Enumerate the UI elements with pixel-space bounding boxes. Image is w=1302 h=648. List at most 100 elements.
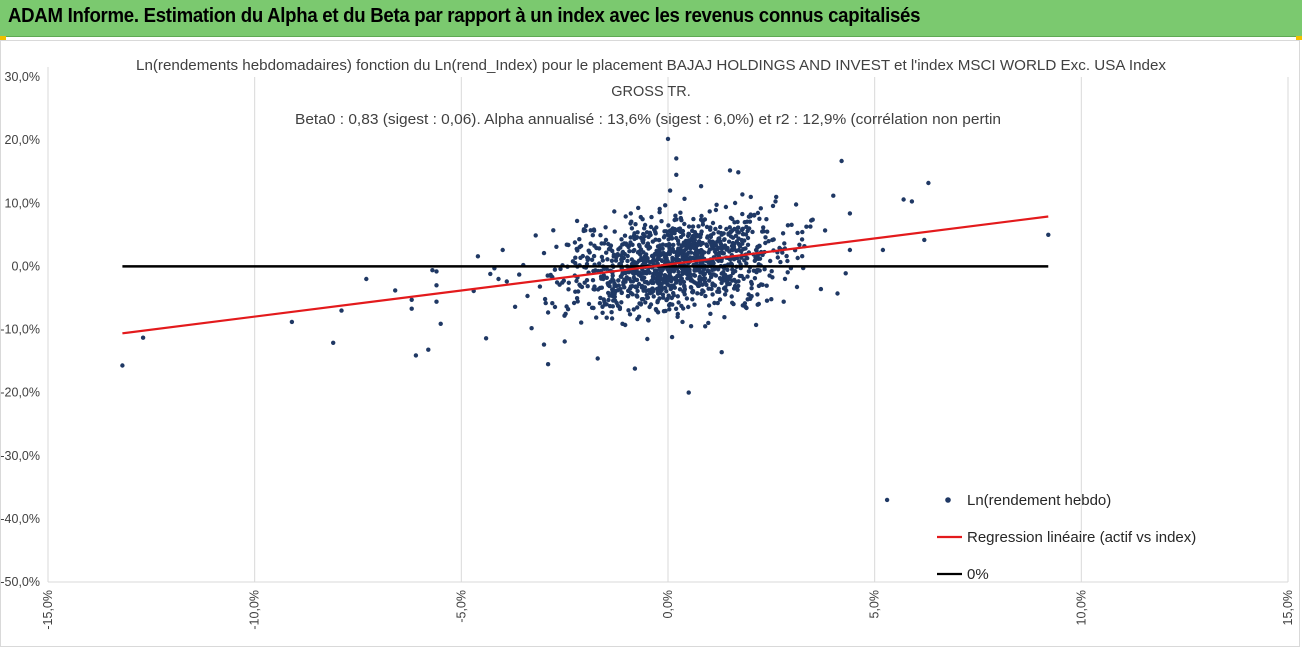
x-tick-label: 5,0%	[868, 590, 882, 619]
data-point	[770, 275, 775, 280]
data-point	[706, 278, 712, 283]
data-point	[676, 273, 681, 278]
data-point	[745, 256, 750, 261]
data-point	[525, 293, 530, 299]
data-point	[785, 258, 790, 264]
data-point	[719, 350, 724, 355]
data-point	[781, 299, 786, 304]
data-point	[120, 363, 125, 368]
data-point	[758, 206, 763, 211]
data-point	[706, 320, 711, 326]
data-point	[682, 287, 687, 293]
data-point	[769, 297, 774, 302]
data-point	[695, 250, 700, 255]
data-point	[674, 235, 679, 241]
y-tick-label: 30,0%	[5, 70, 40, 84]
data-point	[719, 250, 725, 255]
data-point	[603, 225, 608, 230]
data-point	[625, 294, 631, 299]
data-point	[650, 277, 655, 282]
data-point	[710, 220, 716, 226]
data-point	[627, 249, 632, 254]
data-point	[673, 277, 678, 282]
data-point	[586, 301, 592, 307]
data-point	[782, 241, 787, 246]
data-point	[647, 270, 652, 275]
data-point	[646, 244, 651, 249]
data-point	[289, 319, 295, 325]
data-point	[682, 284, 687, 289]
report-header: ADAM Informe. Estimation du Alpha et du …	[0, 0, 1302, 37]
data-point	[754, 248, 759, 253]
data-point	[778, 259, 783, 265]
data-point	[771, 237, 776, 242]
data-point	[662, 273, 668, 278]
data-point	[610, 276, 615, 282]
data-point	[734, 248, 739, 253]
data-point	[700, 282, 705, 287]
data-point	[700, 250, 706, 255]
data-point	[642, 222, 648, 228]
data-point	[724, 226, 729, 232]
data-point	[592, 243, 597, 248]
data-point	[719, 232, 724, 237]
data-point	[715, 252, 720, 257]
data-point	[599, 254, 605, 260]
report-title: ADAM Informe. Estimation du Alpha et du …	[8, 5, 921, 27]
data-point	[733, 269, 738, 274]
data-point	[1046, 232, 1051, 237]
data-point	[723, 285, 728, 290]
data-point	[606, 282, 611, 288]
data-point	[602, 302, 607, 307]
data-point	[642, 233, 647, 239]
data-point	[663, 258, 668, 264]
data-point	[789, 222, 794, 227]
data-point	[542, 296, 548, 302]
data-point	[760, 282, 765, 287]
data-point	[719, 280, 724, 286]
data-point	[726, 239, 732, 244]
data-point	[658, 284, 663, 289]
data-point	[607, 245, 613, 251]
data-point	[688, 278, 693, 283]
data-point	[636, 205, 641, 211]
data-point	[574, 218, 580, 224]
data-point	[677, 287, 683, 292]
data-point	[785, 223, 791, 228]
data-point	[599, 285, 604, 290]
data-point	[706, 286, 711, 291]
data-point	[625, 253, 630, 259]
data-point	[706, 303, 712, 308]
data-point	[746, 269, 752, 274]
data-point	[728, 261, 734, 266]
data-point	[666, 293, 671, 298]
data-point	[701, 266, 707, 272]
data-point	[646, 318, 651, 323]
data-point	[558, 266, 563, 272]
data-point	[475, 254, 481, 259]
data-point	[587, 250, 592, 255]
data-point	[682, 196, 687, 201]
data-point	[749, 279, 754, 285]
data-point	[545, 310, 551, 315]
data-point	[632, 231, 637, 236]
data-point	[573, 289, 578, 294]
data-point	[708, 311, 713, 316]
data-point	[660, 292, 666, 297]
data-point	[577, 237, 582, 242]
data-point	[785, 270, 790, 275]
data-point	[631, 307, 636, 312]
data-point	[619, 257, 624, 262]
data-point	[409, 297, 414, 302]
data-point	[611, 298, 616, 303]
data-point	[677, 258, 682, 263]
data-point	[691, 244, 696, 249]
data-point	[655, 310, 661, 315]
y-tick-label: -10,0%	[0, 323, 40, 337]
data-point	[591, 253, 597, 259]
data-point	[847, 211, 853, 216]
data-point	[679, 218, 684, 223]
data-point	[708, 225, 713, 230]
data-point	[658, 271, 663, 277]
data-point	[764, 298, 770, 303]
